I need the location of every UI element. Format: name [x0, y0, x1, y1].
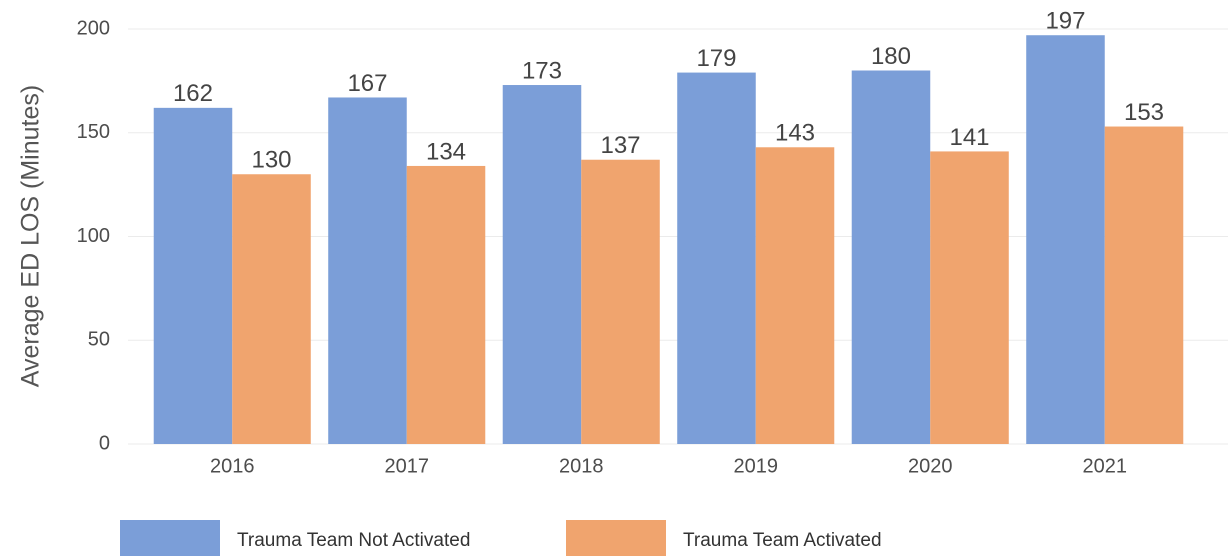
value-label: 137: [600, 132, 640, 159]
bar: [153, 107, 233, 444]
bar: [1026, 35, 1105, 444]
value-label: 180: [871, 43, 911, 70]
value-label: 162: [173, 80, 213, 107]
y-tick-label: 200: [77, 17, 110, 39]
bar: [328, 97, 407, 444]
value-label: 143: [775, 120, 815, 147]
x-tick-label: 2021: [1083, 455, 1128, 477]
y-tick-label: 150: [77, 121, 110, 143]
x-tick-label: 2020: [908, 455, 953, 477]
value-label: 179: [696, 45, 736, 72]
value-label: 167: [347, 70, 387, 97]
bar: [851, 70, 931, 444]
value-label: 141: [949, 124, 989, 151]
y-axis-title: Average ED LOS (Minutes): [17, 85, 45, 387]
bar: [755, 147, 835, 444]
x-tick-label: 2016: [210, 455, 255, 477]
bar: [502, 85, 582, 445]
x-tick-label: 2018: [559, 455, 604, 477]
legend-swatch: [120, 520, 220, 556]
x-tick-label: 2017: [385, 455, 430, 477]
bar: [232, 174, 311, 444]
value-label: 153: [1124, 99, 1164, 126]
bar: [581, 159, 660, 444]
y-tick-label: 100: [77, 225, 110, 247]
y-tick-label: 50: [88, 329, 110, 351]
legend-swatch: [566, 520, 666, 556]
y-tick-label: 0: [99, 432, 110, 454]
bar: [677, 72, 756, 444]
bar: [1104, 126, 1184, 445]
value-label: 197: [1045, 8, 1085, 35]
legend-label: Trauma Team Activated: [683, 530, 882, 551]
value-label: 173: [522, 57, 562, 84]
x-tick-label: 2019: [734, 455, 779, 477]
bar: [406, 165, 486, 444]
bar: [930, 151, 1009, 445]
legend-label: Trauma Team Not Activated: [237, 530, 470, 551]
value-label: 134: [426, 138, 466, 165]
value-label: 130: [251, 147, 291, 174]
